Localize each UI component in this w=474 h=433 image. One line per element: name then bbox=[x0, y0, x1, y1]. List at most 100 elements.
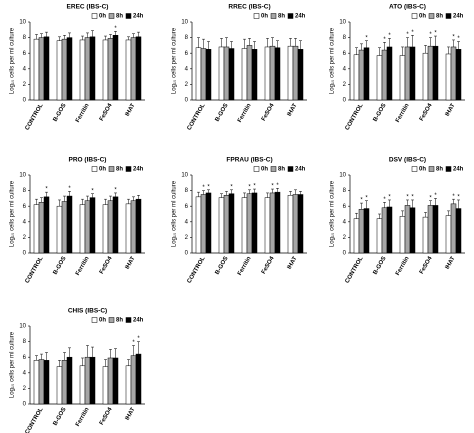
y-tick-label: 8 bbox=[185, 35, 189, 41]
error-bar bbox=[68, 32, 71, 38]
bar bbox=[102, 366, 109, 405]
error-bar bbox=[457, 199, 460, 209]
y-tick-label: 6 bbox=[23, 204, 27, 210]
bar bbox=[130, 37, 137, 101]
error-bar bbox=[388, 199, 391, 207]
legend-swatch bbox=[411, 166, 418, 172]
error-bar bbox=[220, 38, 223, 47]
significance-marker: * bbox=[132, 340, 135, 346]
error-bar bbox=[58, 199, 61, 207]
error-bar bbox=[225, 191, 228, 196]
error-bar bbox=[276, 40, 279, 48]
x-tick-label: Ferritin bbox=[75, 407, 91, 428]
bar bbox=[84, 356, 91, 405]
error-bar bbox=[248, 38, 251, 46]
bar bbox=[422, 216, 429, 254]
legend-swatch bbox=[445, 166, 452, 172]
bar bbox=[432, 45, 439, 101]
legend-label: 24h bbox=[453, 14, 464, 20]
panel: ATO (IBS-C)Log₁₀ cells per ml culture024… bbox=[330, 4, 465, 131]
x-tick-label: FeSO4 bbox=[419, 255, 434, 275]
y-tick-label: 6 bbox=[343, 51, 347, 57]
bar bbox=[43, 196, 50, 254]
error-bar bbox=[86, 32, 89, 38]
significance-marker: * bbox=[434, 193, 437, 199]
y-tick-label: 10 bbox=[181, 173, 188, 179]
x-tick-label: Ferritin bbox=[75, 103, 91, 124]
x-tick-label: Ferritin bbox=[395, 103, 411, 124]
y-tick-label: 2 bbox=[343, 82, 347, 88]
y-tick-label: 4 bbox=[185, 66, 189, 72]
bar bbox=[66, 195, 73, 254]
legend-label: 8h bbox=[278, 167, 285, 173]
error-bar bbox=[35, 34, 38, 40]
y-tick-label: 0 bbox=[185, 98, 189, 104]
error-bar bbox=[271, 37, 274, 47]
bar bbox=[61, 38, 68, 101]
error-bar bbox=[424, 45, 427, 54]
bar bbox=[404, 205, 411, 254]
y-tick-label: 8 bbox=[23, 188, 27, 194]
y-tick-label: 6 bbox=[185, 51, 189, 57]
significance-marker: * bbox=[114, 26, 117, 32]
error-bar bbox=[360, 43, 363, 51]
legend-swatch bbox=[445, 13, 452, 19]
error-bar bbox=[35, 355, 38, 361]
significance-marker: * bbox=[411, 195, 414, 201]
x-tick-label: Ferritin bbox=[237, 103, 253, 124]
error-bar bbox=[197, 191, 200, 197]
bar bbox=[130, 200, 137, 254]
error-bar bbox=[45, 191, 48, 197]
significance-marker: * bbox=[457, 36, 460, 42]
bar bbox=[56, 205, 63, 254]
significance-marker: * bbox=[248, 184, 251, 190]
significance-marker: * bbox=[434, 31, 437, 37]
y-tick-label: 8 bbox=[23, 35, 27, 41]
legend-label: 24h bbox=[133, 14, 144, 20]
bar bbox=[223, 195, 230, 254]
legend-swatch bbox=[125, 166, 132, 172]
bar bbox=[89, 197, 96, 254]
error-bar bbox=[114, 348, 117, 358]
x-tick-label: CONTROL bbox=[345, 256, 365, 285]
bar bbox=[79, 204, 86, 254]
panel: PRO (IBS-C)Log₁₀ cells per ml culture024… bbox=[10, 157, 145, 284]
error-bar bbox=[452, 198, 455, 204]
error-bar bbox=[58, 36, 61, 41]
y-tick-label: 4 bbox=[23, 370, 27, 376]
error-bar bbox=[127, 359, 130, 366]
legend-label: 8h bbox=[278, 14, 285, 20]
error-bar bbox=[127, 198, 130, 204]
y-axis-label: Log₁₀ cells per ml culture bbox=[172, 27, 178, 94]
legend-swatch bbox=[108, 317, 115, 323]
bar bbox=[422, 52, 429, 101]
x-tick-label: FeSO4 bbox=[261, 102, 276, 122]
error-bar bbox=[220, 193, 223, 198]
legend-label: 8h bbox=[116, 318, 123, 324]
bar bbox=[125, 39, 132, 101]
y-axis-label: Log₁₀ cells per ml culture bbox=[10, 331, 16, 398]
y-tick-label: 10 bbox=[19, 20, 26, 26]
legend-label: 8h bbox=[116, 14, 123, 20]
error-bar bbox=[388, 38, 391, 47]
bar bbox=[241, 197, 248, 254]
legend-label: 0h bbox=[99, 318, 106, 324]
x-tick-label: FeSO4 bbox=[99, 406, 114, 426]
y-tick-label: 8 bbox=[343, 188, 347, 194]
significance-marker: * bbox=[457, 195, 460, 201]
significance-marker: * bbox=[253, 184, 256, 190]
y-tick-label: 10 bbox=[181, 20, 188, 26]
bar bbox=[381, 207, 388, 254]
error-bar bbox=[447, 46, 450, 54]
bar bbox=[112, 357, 119, 405]
error-bar bbox=[378, 47, 381, 56]
significance-marker: * bbox=[388, 195, 391, 201]
legend-label: 24h bbox=[453, 167, 464, 173]
bar bbox=[66, 356, 73, 405]
error-bar bbox=[86, 195, 89, 201]
error-bar bbox=[40, 197, 43, 203]
y-tick-label: 2 bbox=[185, 82, 189, 88]
panel-title: ATO (IBS-C) bbox=[389, 4, 426, 11]
bar bbox=[79, 365, 86, 405]
error-bar bbox=[81, 357, 84, 366]
